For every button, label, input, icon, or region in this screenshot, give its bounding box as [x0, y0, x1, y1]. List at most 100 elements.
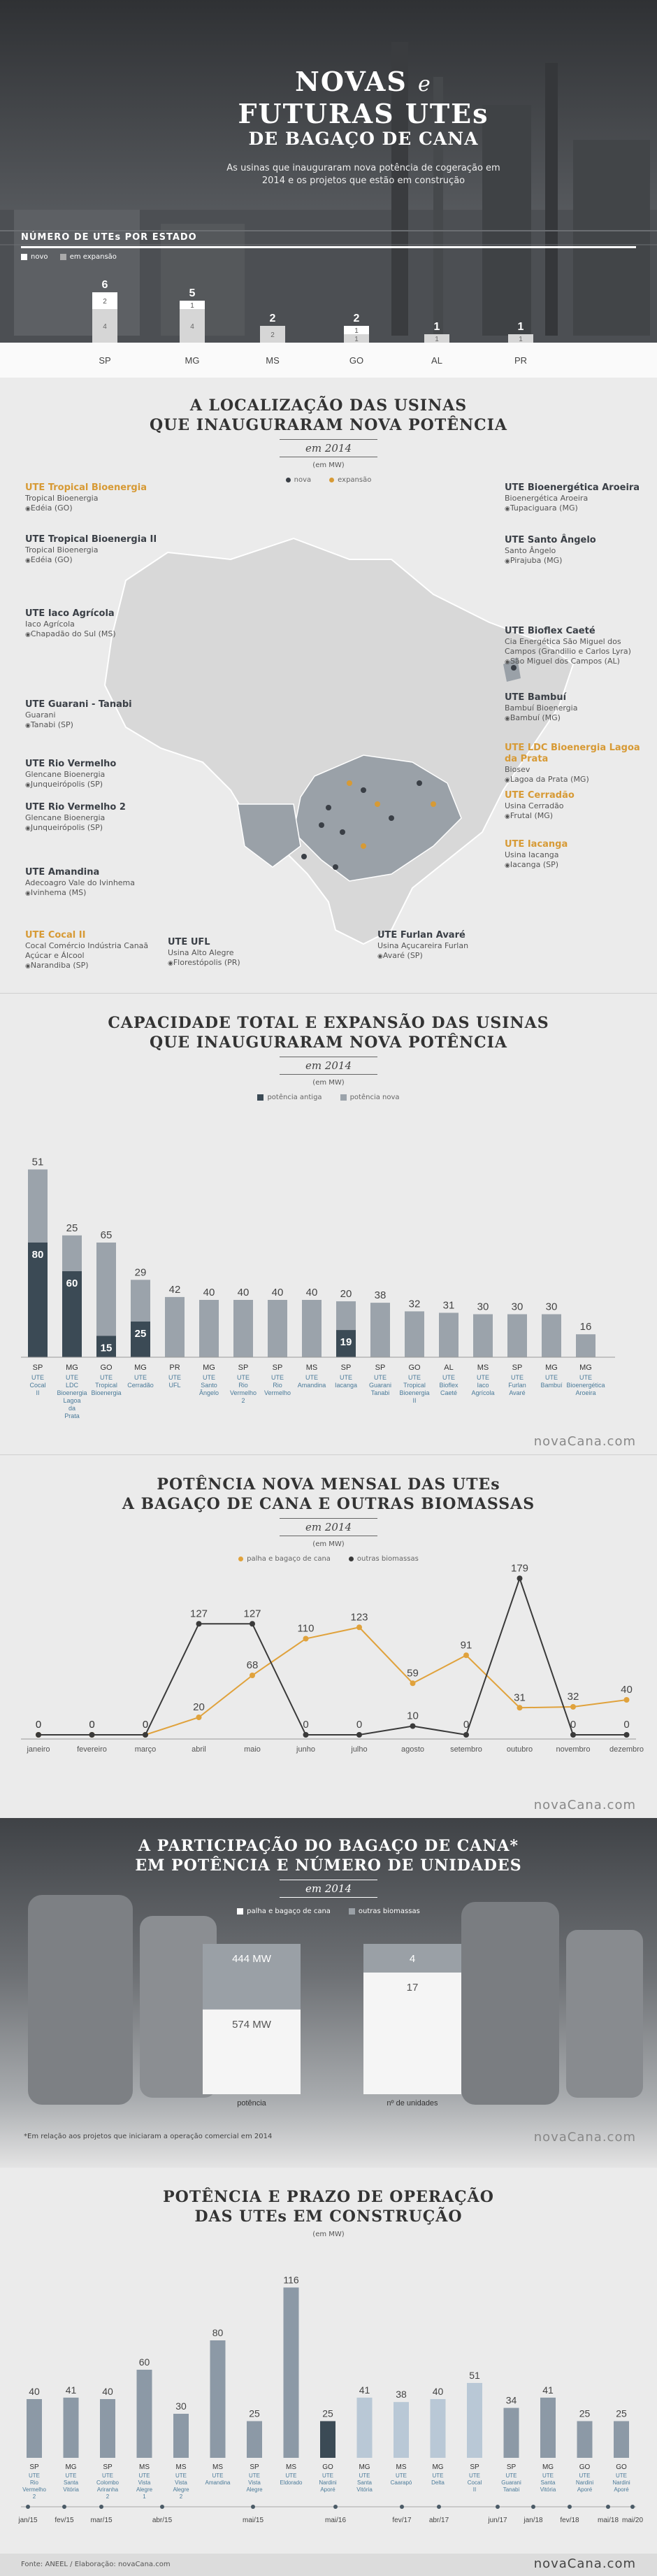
capacity-bar-new [62, 1235, 82, 1271]
capacity-new-label: 31 [443, 1299, 455, 1311]
state-new-value: 1 [354, 327, 359, 335]
capacity-category-label: UTE [134, 1374, 147, 1381]
construction-state-label: MS [139, 2463, 150, 2471]
capacity-bar-old [96, 1336, 116, 1357]
capacity-category-label: UTE [408, 1374, 421, 1381]
construction-value-label: 25 [249, 2408, 260, 2419]
map-plant-company: Usina Cerradão [505, 801, 564, 810]
construction-timeline-dot [437, 2505, 441, 2509]
construction-state-label: MS [176, 2463, 187, 2471]
construction-category-label: UTE [579, 2473, 591, 2479]
legend-cane-label: palha e bagaço de cana [247, 1555, 331, 1563]
monthly-value-label: 0 [623, 1719, 629, 1731]
construction-category-label: Caarapó [391, 2480, 412, 2486]
monthly-brand: novaCana.com [533, 1798, 636, 1812]
state-bar-expansion [180, 309, 205, 343]
capacity-title-line1: CAPACIDADE TOTAL E EXPANSÃO DAS USINAS [108, 1014, 549, 1032]
capacity-bar-new [165, 1296, 185, 1357]
map-plant-marker [389, 815, 394, 821]
map-plant-marker [417, 780, 422, 786]
tanks-background-art [28, 1895, 643, 2105]
map-plant-marker [340, 829, 345, 835]
construction-state-label: MS [286, 2463, 296, 2471]
monthly-category-label: julho [350, 1745, 367, 1754]
capacity-new-label: 29 [135, 1266, 147, 1278]
construction-value-label: 41 [542, 2384, 554, 2396]
capacity-category-label: Tanabi [371, 1389, 390, 1396]
header-title-line2: FUTURAS UTEs [238, 98, 489, 129]
monthly-category-label: abril [192, 1745, 206, 1754]
capacity-category-label: UTE [477, 1374, 489, 1381]
monthly-point [356, 1732, 362, 1738]
map-plant-label: UTE Tropical Bioenergia Tropical Bioenerg… [25, 482, 172, 514]
share-bar-other [363, 1944, 461, 1973]
construction-bar [63, 2397, 79, 2458]
construction-category-label: UTE [249, 2473, 260, 2479]
capacity-state-label: MG [134, 1364, 147, 1372]
construction-timeline-label: fev/17 [392, 2517, 412, 2524]
capacity-title-line2: QUE INAUGURARAM NOVA POTÊNCIA [150, 1033, 507, 1052]
state-bar-new [344, 326, 369, 334]
capacity-new-label: 40 [203, 1287, 215, 1298]
capacity-state-label: PR [169, 1364, 180, 1372]
share-category-label: potência [237, 2099, 266, 2108]
monthly-category-label: março [135, 1745, 157, 1754]
construction-category-label: UTE [616, 2473, 627, 2479]
construction-bar [247, 2421, 262, 2458]
monthly-unit: (em MW) [312, 1540, 345, 1548]
map-plant-location: Narandiba (SP) [25, 961, 172, 971]
capacity-category-label: Avaré [509, 1389, 525, 1396]
capacity-bar-new [233, 1300, 253, 1357]
capacity-state-label: MS [477, 1364, 489, 1372]
capacity-old-label: 80 [32, 1249, 44, 1261]
construction-value-label: 25 [579, 2408, 591, 2419]
capacity-category-label: Cerradão [127, 1382, 154, 1389]
capacity-state-label: AL [444, 1364, 453, 1372]
monthly-point [143, 1732, 148, 1738]
construction-value-label: 25 [322, 2408, 333, 2419]
construction-category-label: Aporé [577, 2486, 593, 2493]
construction-state-label: SP [507, 2463, 517, 2471]
share-bar-cane [363, 1972, 461, 2094]
construction-value-label: 60 [139, 2356, 150, 2368]
legend-exp-swatch [59, 253, 66, 260]
capacity-category-label: II [36, 1389, 39, 1396]
capacity-new-label: 38 [375, 1289, 387, 1301]
map-plant-name: UTE Furlan Avaré [377, 930, 465, 940]
capacity-new-label: 30 [546, 1301, 558, 1313]
map-plant-location: São Miguel dos Campos (AL) [505, 657, 651, 667]
capacity-category-label: UFL [168, 1382, 180, 1389]
map-plant-marker [319, 822, 324, 828]
map-plant-company: Biosev [505, 765, 530, 774]
map-plant-name: UTE LDC Bioenergia Lagoa da Prata [505, 743, 640, 764]
capacity-category-label: Cocal [29, 1382, 45, 1389]
share-section: A PARTICIPAÇÃO DO BAGAÇO DE CANA* EM POT… [0, 1818, 657, 2168]
construction-bar [577, 2421, 593, 2458]
construction-category-label: 2 [180, 2493, 183, 2500]
construction-category-label: Vitória [63, 2486, 79, 2493]
monthly-value-label: 20 [193, 1701, 205, 1713]
monthly-category-label: maio [244, 1745, 261, 1754]
monthly-category-label: junho [296, 1745, 315, 1754]
capacity-unit: (em MW) [312, 1079, 345, 1087]
monthly-point [303, 1732, 309, 1738]
state-total-label: 1 [434, 321, 440, 333]
capacity-old-label: 19 [340, 1336, 352, 1348]
legend-other-label: outras biomassas [356, 1555, 419, 1563]
state-bar-expansion [424, 334, 449, 343]
construction-category-label: Santa [357, 2480, 372, 2486]
monthly-title-line2: A BAGAÇO DE CANA E OUTRAS BIOMASSAS [122, 1495, 535, 1513]
capacity-category-label: Tropical [95, 1382, 117, 1389]
capacity-category-label: Iacanga [335, 1382, 357, 1389]
monthly-value-label: 68 [247, 1659, 259, 1671]
construction-state-label: MG [359, 2463, 370, 2471]
map-plant-company: Iaco Agrícola [25, 620, 75, 629]
map-plant-name: UTE Guarani - Tanabi [25, 699, 132, 710]
capacity-state-label: SP [273, 1364, 283, 1372]
construction-state-label: MS [212, 2463, 223, 2471]
capacity-bar-new [370, 1303, 390, 1357]
map-plant-marker [333, 864, 338, 870]
